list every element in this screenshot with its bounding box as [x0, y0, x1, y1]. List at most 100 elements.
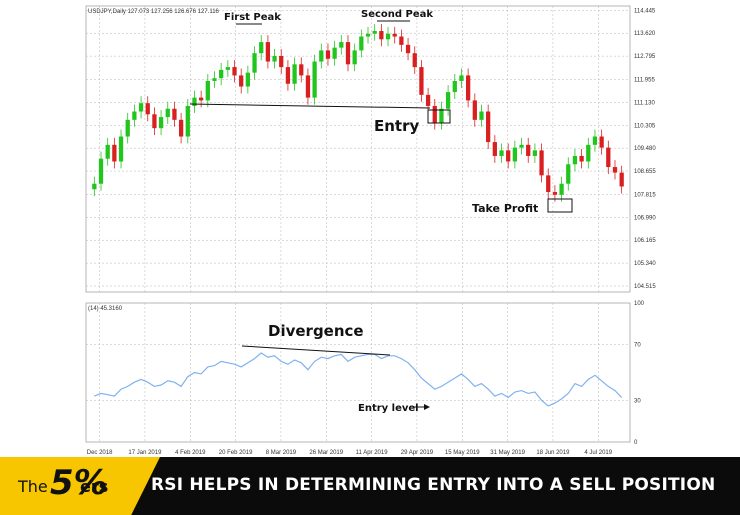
- candle-body: [212, 78, 217, 81]
- x-tick-label: 29 Apr 2019: [401, 450, 434, 456]
- price-y-tick: 108.655: [634, 169, 656, 175]
- price-y-tick: 112.795: [634, 54, 656, 60]
- candle-body: [165, 108, 170, 118]
- candle-body: [92, 183, 97, 190]
- candle-body: [532, 150, 538, 156]
- candle-body: [445, 92, 451, 109]
- candle-body: [145, 103, 150, 115]
- candle-body: [412, 53, 417, 68]
- candle-body: [118, 136, 124, 162]
- candle-body: [138, 103, 144, 112]
- candle-body: [178, 119, 184, 137]
- candle-body: [219, 69, 224, 79]
- candle-body: [425, 94, 431, 106]
- candle-body: [539, 150, 544, 176]
- candle-body: [459, 75, 464, 81]
- candle-body: [379, 30, 384, 40]
- price-header: USDJPY,Daily 127.073 127.256 126.676 127…: [88, 9, 220, 15]
- candle-body: [619, 172, 624, 187]
- candle-body: [439, 108, 444, 123]
- candle-body: [152, 114, 157, 129]
- first-peak-label: First Peak: [224, 12, 281, 23]
- entry-level-arrow-head: [424, 404, 430, 410]
- rsi-y-tick: 70: [634, 343, 641, 349]
- candle-body: [259, 42, 264, 54]
- rsi-y-tick: 0: [634, 440, 638, 446]
- take-profit-box: [547, 198, 573, 213]
- candle-body: [299, 64, 304, 76]
- candle-body: [252, 53, 257, 73]
- footer-banner: The 5% ers RSI HELPS IN DETERMINING ENTR…: [0, 457, 740, 515]
- rsi-y-tick: 30: [634, 398, 641, 404]
- divergence-line: [241, 345, 391, 356]
- candle-body: [225, 67, 230, 70]
- take-profit-label: Take Profit: [472, 202, 538, 215]
- candle-body: [519, 144, 524, 148]
- x-tick-label: 26 Mar 2019: [309, 450, 343, 456]
- candle-body: [592, 136, 598, 145]
- candle-body: [158, 117, 164, 129]
- entry-box: [427, 109, 451, 124]
- entry-level-label: Entry level: [358, 403, 419, 414]
- candle-body: [345, 42, 351, 65]
- x-tick-label: Dec 2018: [87, 450, 113, 456]
- candle-body: [559, 183, 564, 195]
- candle-body: [372, 30, 377, 34]
- candle-body: [466, 75, 471, 101]
- x-tick-label: 11 Apr 2019: [356, 450, 389, 456]
- price-y-tick: 110.305: [634, 123, 656, 129]
- candle-body: [172, 108, 177, 120]
- second-peak-label: Second Peak: [361, 9, 433, 20]
- price-y-tick: 111.130: [634, 100, 655, 106]
- candle-body: [239, 75, 244, 87]
- rsi-header: (14) 45.3160: [88, 306, 123, 312]
- banner-caption: RSI HELPS IN DETERMINING ENTRY INTO A SE…: [151, 475, 716, 495]
- entry-label: Entry: [374, 117, 419, 135]
- candle-body: [552, 192, 558, 195]
- brand-5-percent: 5%: [50, 463, 108, 503]
- price-y-tick: 105.340: [634, 261, 656, 267]
- candle-body: [365, 33, 371, 37]
- candle-body: [599, 136, 604, 148]
- candle-body: [359, 36, 364, 51]
- price-y-tick: 107.815: [634, 192, 656, 198]
- candle-body: [232, 67, 237, 76]
- candle-body: [305, 75, 311, 98]
- candle-body: [279, 55, 284, 68]
- price-y-tick: 111.955: [634, 77, 655, 83]
- x-tick-label: 20 Feb 2019: [219, 450, 253, 456]
- x-tick-label: 15 May 2019: [445, 450, 480, 456]
- candle-body: [205, 80, 210, 101]
- candle-body: [132, 111, 137, 120]
- price-panel-frame: [85, 5, 631, 293]
- candle-body: [606, 147, 611, 168]
- candle-body: [566, 164, 571, 184]
- x-tick-label: 4 Feb 2019: [175, 450, 206, 456]
- candle-body: [472, 100, 477, 120]
- neckline: [189, 103, 431, 109]
- rsi-y-tick: 100: [634, 301, 645, 307]
- candle-body: [399, 36, 404, 45]
- candle-body: [339, 42, 344, 48]
- candle-body: [319, 50, 324, 62]
- candle-body: [185, 105, 190, 137]
- candle-body: [612, 167, 618, 173]
- candle-body: [526, 144, 531, 156]
- candle-body: [586, 144, 591, 162]
- candle-body: [392, 33, 397, 37]
- price-y-tick: 109.480: [634, 146, 656, 152]
- brand-logo: The 5% ers: [0, 457, 160, 515]
- candle-body: [312, 61, 317, 98]
- price-y-tick: 106.990: [634, 215, 656, 221]
- candle-body: [105, 144, 110, 159]
- x-tick-label: 4 Jul 2019: [584, 450, 612, 456]
- candle-body: [332, 47, 337, 59]
- candle-body: [125, 119, 130, 137]
- candle-body: [265, 42, 271, 62]
- candle-body: [572, 155, 578, 165]
- rsi-line: [94, 352, 623, 407]
- candle-body: [499, 150, 504, 156]
- candle-body: [405, 44, 411, 54]
- price-y-tick: 106.165: [634, 238, 656, 244]
